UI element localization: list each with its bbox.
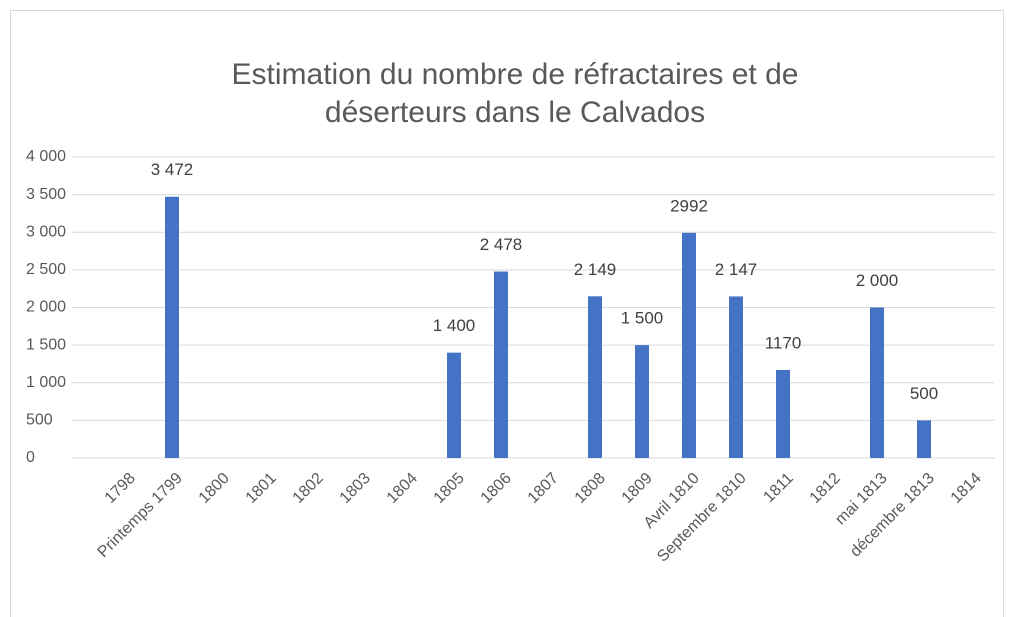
- y-tick-label: 1 000: [26, 374, 66, 391]
- data-label: 500: [910, 384, 938, 403]
- bar: [776, 369, 790, 458]
- data-label: 1170: [765, 333, 802, 352]
- bar: [447, 352, 461, 458]
- chart-title: Estimation du nombre de réfractaires et …: [232, 58, 799, 91]
- bar: [682, 232, 696, 458]
- data-label: 2 478: [480, 235, 523, 254]
- data-label: 1 500: [621, 309, 664, 328]
- y-tick-label: 3 500: [26, 186, 66, 203]
- data-label: 3 472: [151, 160, 194, 179]
- bar: [165, 196, 179, 458]
- y-tick-label: 1 500: [26, 336, 66, 353]
- y-tick-label: 500: [26, 412, 53, 429]
- bar: [635, 345, 649, 458]
- data-label: 1 400: [433, 316, 476, 335]
- y-tick-label: 2 500: [26, 261, 66, 278]
- y-tick-label: 4 000: [26, 148, 66, 165]
- y-tick-label: 0: [26, 449, 35, 466]
- data-label: 2 000: [856, 271, 899, 290]
- bar: [870, 307, 884, 458]
- data-label: 2 147: [715, 260, 758, 279]
- bar: [729, 296, 743, 458]
- y-tick-label: 2 000: [26, 299, 66, 316]
- data-label: 2992: [670, 196, 708, 215]
- chart-title: déserteurs dans le Calvados: [325, 96, 705, 129]
- bar: [494, 271, 508, 458]
- bar: [917, 420, 931, 458]
- bar: [588, 296, 602, 458]
- data-label: 2 149: [574, 260, 617, 279]
- y-tick-label: 3 000: [26, 223, 66, 240]
